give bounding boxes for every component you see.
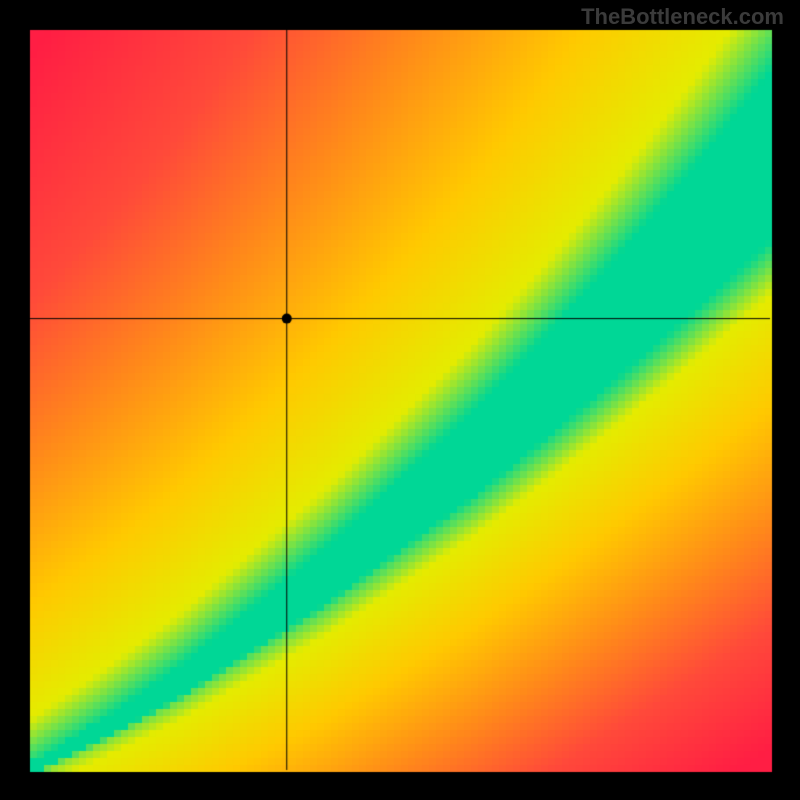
watermark-text: TheBottleneck.com (581, 4, 784, 30)
bottleneck-heatmap (0, 0, 800, 800)
